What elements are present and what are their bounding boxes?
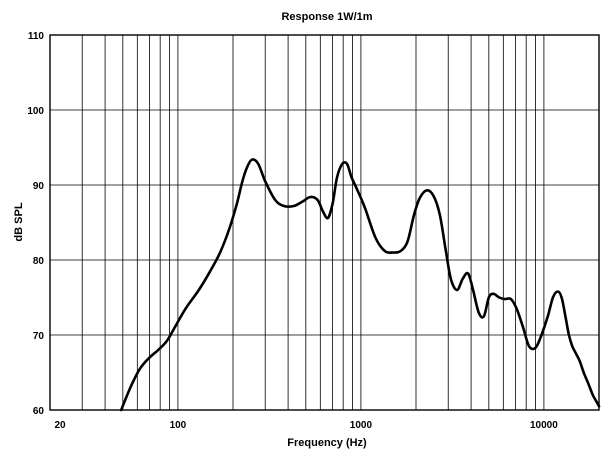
plot-frame xyxy=(49,34,600,411)
y-tick-label: 110 xyxy=(28,31,45,42)
y-tick-label: 90 xyxy=(33,181,45,192)
x-tick-label: 1000 xyxy=(350,420,373,431)
grid-lines xyxy=(49,34,600,411)
y-tick-label: 70 xyxy=(33,331,45,342)
y-tick-labels: 60 70 80 90 100 110 xyxy=(27,31,44,417)
series-line xyxy=(119,158,601,412)
series-group xyxy=(119,158,601,412)
x-tick-label: 100 xyxy=(170,420,187,431)
y-tick-label: 100 xyxy=(27,106,44,117)
x-tick-labels: 20 100 1000 10000 xyxy=(54,420,558,431)
y-axis-label: dB SPL xyxy=(13,202,25,241)
y-tick-label: 60 xyxy=(33,406,45,417)
x-tick-label: 10000 xyxy=(530,420,558,431)
chart-title: Response 1W/1m xyxy=(281,11,372,23)
x-tick-label: 20 xyxy=(54,420,66,431)
x-axis-label: Frequency (Hz) xyxy=(287,437,367,449)
y-tick-label: 80 xyxy=(33,256,45,267)
